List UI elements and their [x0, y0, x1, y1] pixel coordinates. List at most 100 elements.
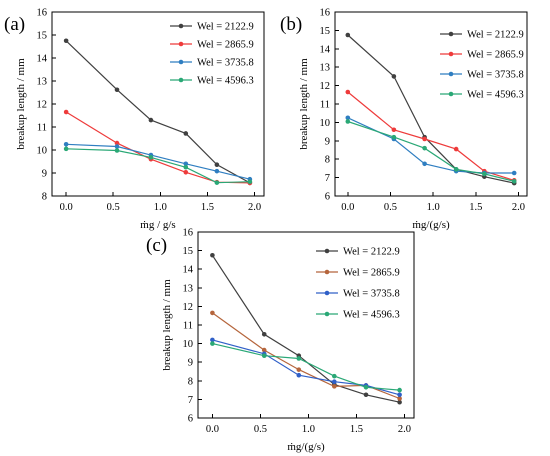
- y-tick-label: 9: [42, 169, 47, 180]
- series-line-3: [347, 117, 515, 174]
- data-point: [114, 87, 120, 93]
- data-point: [261, 353, 267, 358]
- data-point: [247, 179, 253, 185]
- data-point: [63, 109, 69, 115]
- panel-label: (c): [146, 235, 167, 256]
- legend-label: Wel = 3735.8: [343, 289, 400, 300]
- legend-item: Wel = 4596.3: [316, 310, 400, 321]
- data-point: [148, 155, 154, 160]
- legend-label: Wel = 4596.3: [467, 90, 524, 101]
- x-tick-label: 0.5: [384, 202, 397, 213]
- data-point: [397, 392, 402, 398]
- data-point: [453, 167, 459, 172]
- legend-marker: [324, 290, 330, 296]
- legend-marker: [178, 77, 184, 83]
- legend-label: Wel = 3735.8: [197, 58, 254, 69]
- series-line-2: [212, 312, 400, 400]
- y-tick-label: 15: [37, 31, 48, 42]
- y-tick-label: 14: [183, 265, 194, 276]
- y-tick-label: 12: [183, 302, 194, 313]
- y-tick-label: 7: [325, 173, 330, 184]
- y-tick-label: 12: [320, 81, 331, 92]
- data-point: [114, 148, 120, 153]
- data-point: [363, 392, 369, 398]
- y-tick-label: 6: [188, 414, 193, 425]
- y-tick-label: 15: [183, 246, 194, 257]
- data-point: [391, 134, 397, 140]
- series-line-4: [212, 343, 400, 391]
- y-tick-label: 15: [320, 26, 331, 37]
- data-point: [422, 145, 427, 151]
- legend-marker: [448, 91, 454, 97]
- y-tick-label: 16: [183, 228, 194, 239]
- data-point: [397, 396, 402, 401]
- legend-label: Wel = 2122.9: [343, 247, 400, 258]
- legend-marker: [178, 41, 184, 47]
- legend-label: Wel = 2865.9: [197, 40, 254, 51]
- legend-marker: [448, 31, 454, 37]
- data-point: [482, 171, 487, 177]
- data-point: [345, 119, 351, 124]
- y-tick-label: 13: [320, 63, 331, 74]
- legend-marker: [178, 23, 184, 29]
- data-point: [183, 170, 189, 175]
- legend-label: Wel = 3735.8: [467, 70, 524, 81]
- x-tick-label: 1.5: [469, 202, 482, 213]
- data-point: [148, 117, 154, 123]
- x-tick-label: 2.0: [512, 202, 525, 213]
- y-tick-label: 7: [188, 395, 193, 406]
- data-point: [296, 372, 302, 378]
- y-tick-label: 16: [37, 8, 48, 19]
- data-point: [63, 141, 69, 147]
- x-tick-label: 0.5: [254, 424, 267, 435]
- data-point: [391, 127, 397, 133]
- panel-label: (b): [280, 14, 302, 35]
- y-tick-label: 10: [320, 118, 331, 129]
- y-tick-label: 13: [37, 77, 48, 88]
- data-point: [453, 146, 459, 152]
- y-tick-label: 14: [37, 54, 48, 65]
- legend-item: Wel = 3735.8: [170, 58, 254, 69]
- series-line-1: [211, 254, 400, 403]
- y-tick-label: 8: [325, 155, 330, 166]
- x-tick-label: 2.0: [248, 202, 261, 213]
- x-tick-label: 1.5: [201, 202, 214, 213]
- data-point: [261, 332, 267, 337]
- data-point: [114, 140, 120, 146]
- data-point: [511, 170, 517, 176]
- x-tick-label: 0.0: [60, 202, 73, 213]
- legend-label: Wel = 4596.3: [197, 76, 254, 87]
- data-point: [214, 180, 220, 185]
- x-tick-label: 1.0: [302, 424, 315, 435]
- data-point: [63, 146, 69, 152]
- legend-item: Wel = 2865.9: [170, 40, 254, 51]
- y-tick-label: 14: [320, 44, 331, 55]
- data-point: [511, 178, 517, 184]
- data-point: [363, 385, 369, 390]
- y-tick-label: 16: [320, 8, 331, 19]
- data-point: [210, 337, 215, 343]
- chart-panel-3: 0.0 0.5 1.0 1.5 2.0 6 7 8 9 10 11 12 13 14 15 16 ṁg/(g/s…: [146, 228, 415, 453]
- y-tick-label: 8: [42, 192, 47, 203]
- data-point: [63, 38, 69, 44]
- legend-item: Wel = 4596.3: [170, 76, 254, 87]
- data-point: [332, 384, 337, 389]
- data-point: [210, 310, 215, 316]
- data-point: [210, 341, 215, 346]
- data-point: [391, 74, 397, 79]
- y-axis-label: breakup length / mm: [161, 279, 173, 371]
- y-axis-label: breakup length / mm: [15, 58, 27, 150]
- legend-item: Wel = 2122.9: [440, 30, 524, 41]
- legend-item: Wel = 2122.9: [170, 22, 254, 33]
- x-axis-label: ṁg / g/s: [140, 219, 175, 231]
- data-point: [296, 367, 302, 372]
- legend-marker: [448, 51, 454, 57]
- data-point: [422, 161, 427, 167]
- y-tick-label: 12: [37, 100, 48, 111]
- series-line-1: [347, 34, 515, 184]
- legend-item: Wel = 4596.3: [440, 90, 524, 101]
- legend-marker: [324, 311, 330, 317]
- series-line-1: [65, 40, 251, 184]
- legend-marker: [324, 248, 330, 254]
- legend-item: Wel = 2122.9: [316, 247, 400, 258]
